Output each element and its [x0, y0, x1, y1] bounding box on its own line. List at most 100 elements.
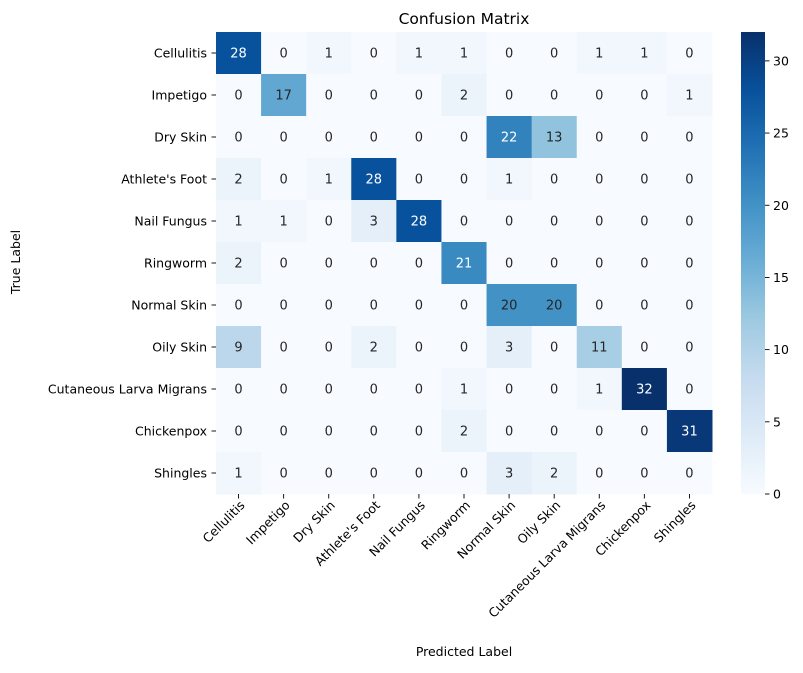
cell-value-label: 28: [366, 173, 383, 188]
cell-value-label: 0: [279, 173, 287, 188]
cell-value-label: 0: [325, 383, 333, 398]
heatmap-cell: [351, 410, 397, 453]
heatmap-cell: [531, 116, 578, 159]
heatmap-cell: [576, 116, 623, 159]
cell-value-label: 0: [325, 89, 333, 104]
cell-value-label: 0: [460, 173, 468, 188]
cell-value-label: 0: [505, 383, 513, 398]
cell-value-label: 0: [279, 341, 287, 356]
heatmap-cell: [486, 284, 533, 327]
cell-value-label: 3: [370, 215, 378, 230]
colorbar-tick-label: 25: [773, 126, 789, 141]
x-tick-label: Cellulitis: [199, 498, 247, 546]
cell-value-label: 1: [460, 383, 468, 398]
cell-value-label: 0: [685, 383, 693, 398]
heatmap-cell: [441, 368, 488, 411]
cell-value-label: 0: [325, 299, 333, 314]
cell-value-label: 0: [640, 257, 648, 272]
cell-value-label: 1: [325, 173, 333, 188]
cell-value-label: 0: [550, 383, 558, 398]
cell-value-label: 0: [370, 257, 378, 272]
heatmap-cell: [621, 200, 668, 243]
heatmap-cell: [396, 200, 442, 243]
colorbar-tick-label: 15: [773, 270, 789, 285]
cell-value-label: 0: [279, 299, 287, 314]
heatmap-cell: [621, 368, 668, 411]
heatmap-cell: [486, 116, 533, 159]
x-tick-label: Impetigo: [243, 498, 293, 548]
heatmap-cell: [351, 326, 397, 369]
heatmap-cell: [531, 452, 578, 495]
cell-value-label: 0: [505, 257, 513, 272]
heatmap-cell: [621, 116, 668, 159]
cell-value-label: 31: [681, 425, 698, 440]
heatmap-cell: [576, 32, 623, 75]
cell-value-label: 1: [595, 383, 603, 398]
y-axis-label: True Label: [8, 230, 23, 295]
heatmap-cell: [261, 368, 307, 411]
cell-value-label: 0: [550, 257, 558, 272]
heatmap-cell: [621, 410, 668, 453]
x-axis-label: Predicted Label: [416, 644, 512, 659]
heatmap-cell: [666, 158, 713, 201]
heatmap-cell: [486, 326, 533, 369]
cell-value-label: 11: [591, 341, 608, 356]
heatmap-cell: [531, 242, 578, 285]
cell-value-label: 0: [685, 341, 693, 356]
cell-value-label: 0: [595, 173, 603, 188]
cell-value-label: 0: [640, 341, 648, 356]
heatmap-cell: [306, 116, 352, 159]
cell-value-label: 0: [640, 425, 648, 440]
cell-value-label: 0: [234, 383, 242, 398]
cell-value-label: 0: [279, 257, 287, 272]
heatmap-cell: [216, 242, 262, 285]
cell-value-label: 0: [460, 467, 468, 482]
cell-value-label: 0: [325, 257, 333, 272]
cell-value-label: 0: [685, 299, 693, 314]
heatmap-cell: [486, 410, 533, 453]
y-tick-labels: Cellulitis Impetigo Dry Skin Athlete's Foot…: [48, 46, 216, 481]
heatmap-cell: [666, 452, 713, 495]
colorbar-ticks: 0 5 10 15 20 25 30: [765, 53, 789, 502]
y-tick-label: Impetigo: [152, 88, 207, 103]
cell-value-label: 1: [415, 47, 423, 62]
cell-value-label: 0: [640, 299, 648, 314]
heatmap-cell: [261, 284, 307, 327]
cell-value-label: 2: [550, 467, 558, 482]
heatmap-cell: [216, 452, 262, 495]
cell-value-label: 0: [415, 341, 423, 356]
colorbar-tick-label: 30: [773, 53, 789, 68]
heatmap-cell: [306, 326, 352, 369]
heatmap-cell: [576, 158, 623, 201]
cell-value-label: 1: [685, 89, 693, 104]
cell-value-label: 0: [550, 215, 558, 230]
heatmap-cell: [306, 74, 352, 117]
cell-value-label: 17: [275, 89, 292, 104]
cell-value-label: 0: [595, 257, 603, 272]
heatmap-cell: [351, 368, 397, 411]
cell-value-label: 0: [279, 425, 287, 440]
heatmap-cell: [351, 284, 397, 327]
heatmap-cell: [306, 200, 352, 243]
cell-value-label: 0: [234, 425, 242, 440]
heatmap-cell: [216, 410, 262, 453]
cell-value-label: 0: [370, 299, 378, 314]
heatmap-cell: [351, 116, 397, 159]
y-tick-label: Chickenpox: [135, 424, 207, 439]
cell-value-label: 1: [234, 467, 242, 482]
heatmap-cell: [531, 326, 578, 369]
heatmap-cell: [441, 116, 488, 159]
cell-value-label: 32: [636, 383, 653, 398]
cell-value-label: 0: [370, 425, 378, 440]
heatmap-cell: [306, 452, 352, 495]
cell-value-label: 0: [460, 299, 468, 314]
y-tick-label: Cutaneous Larva Migrans: [48, 382, 207, 397]
heatmap-cell: [306, 284, 352, 327]
cell-value-label: 0: [234, 299, 242, 314]
cell-value-label: 0: [640, 215, 648, 230]
heatmap-cell: [666, 284, 713, 327]
heatmap-cell: [261, 158, 307, 201]
colorbar: [741, 32, 765, 494]
heatmap-cell: [216, 200, 262, 243]
